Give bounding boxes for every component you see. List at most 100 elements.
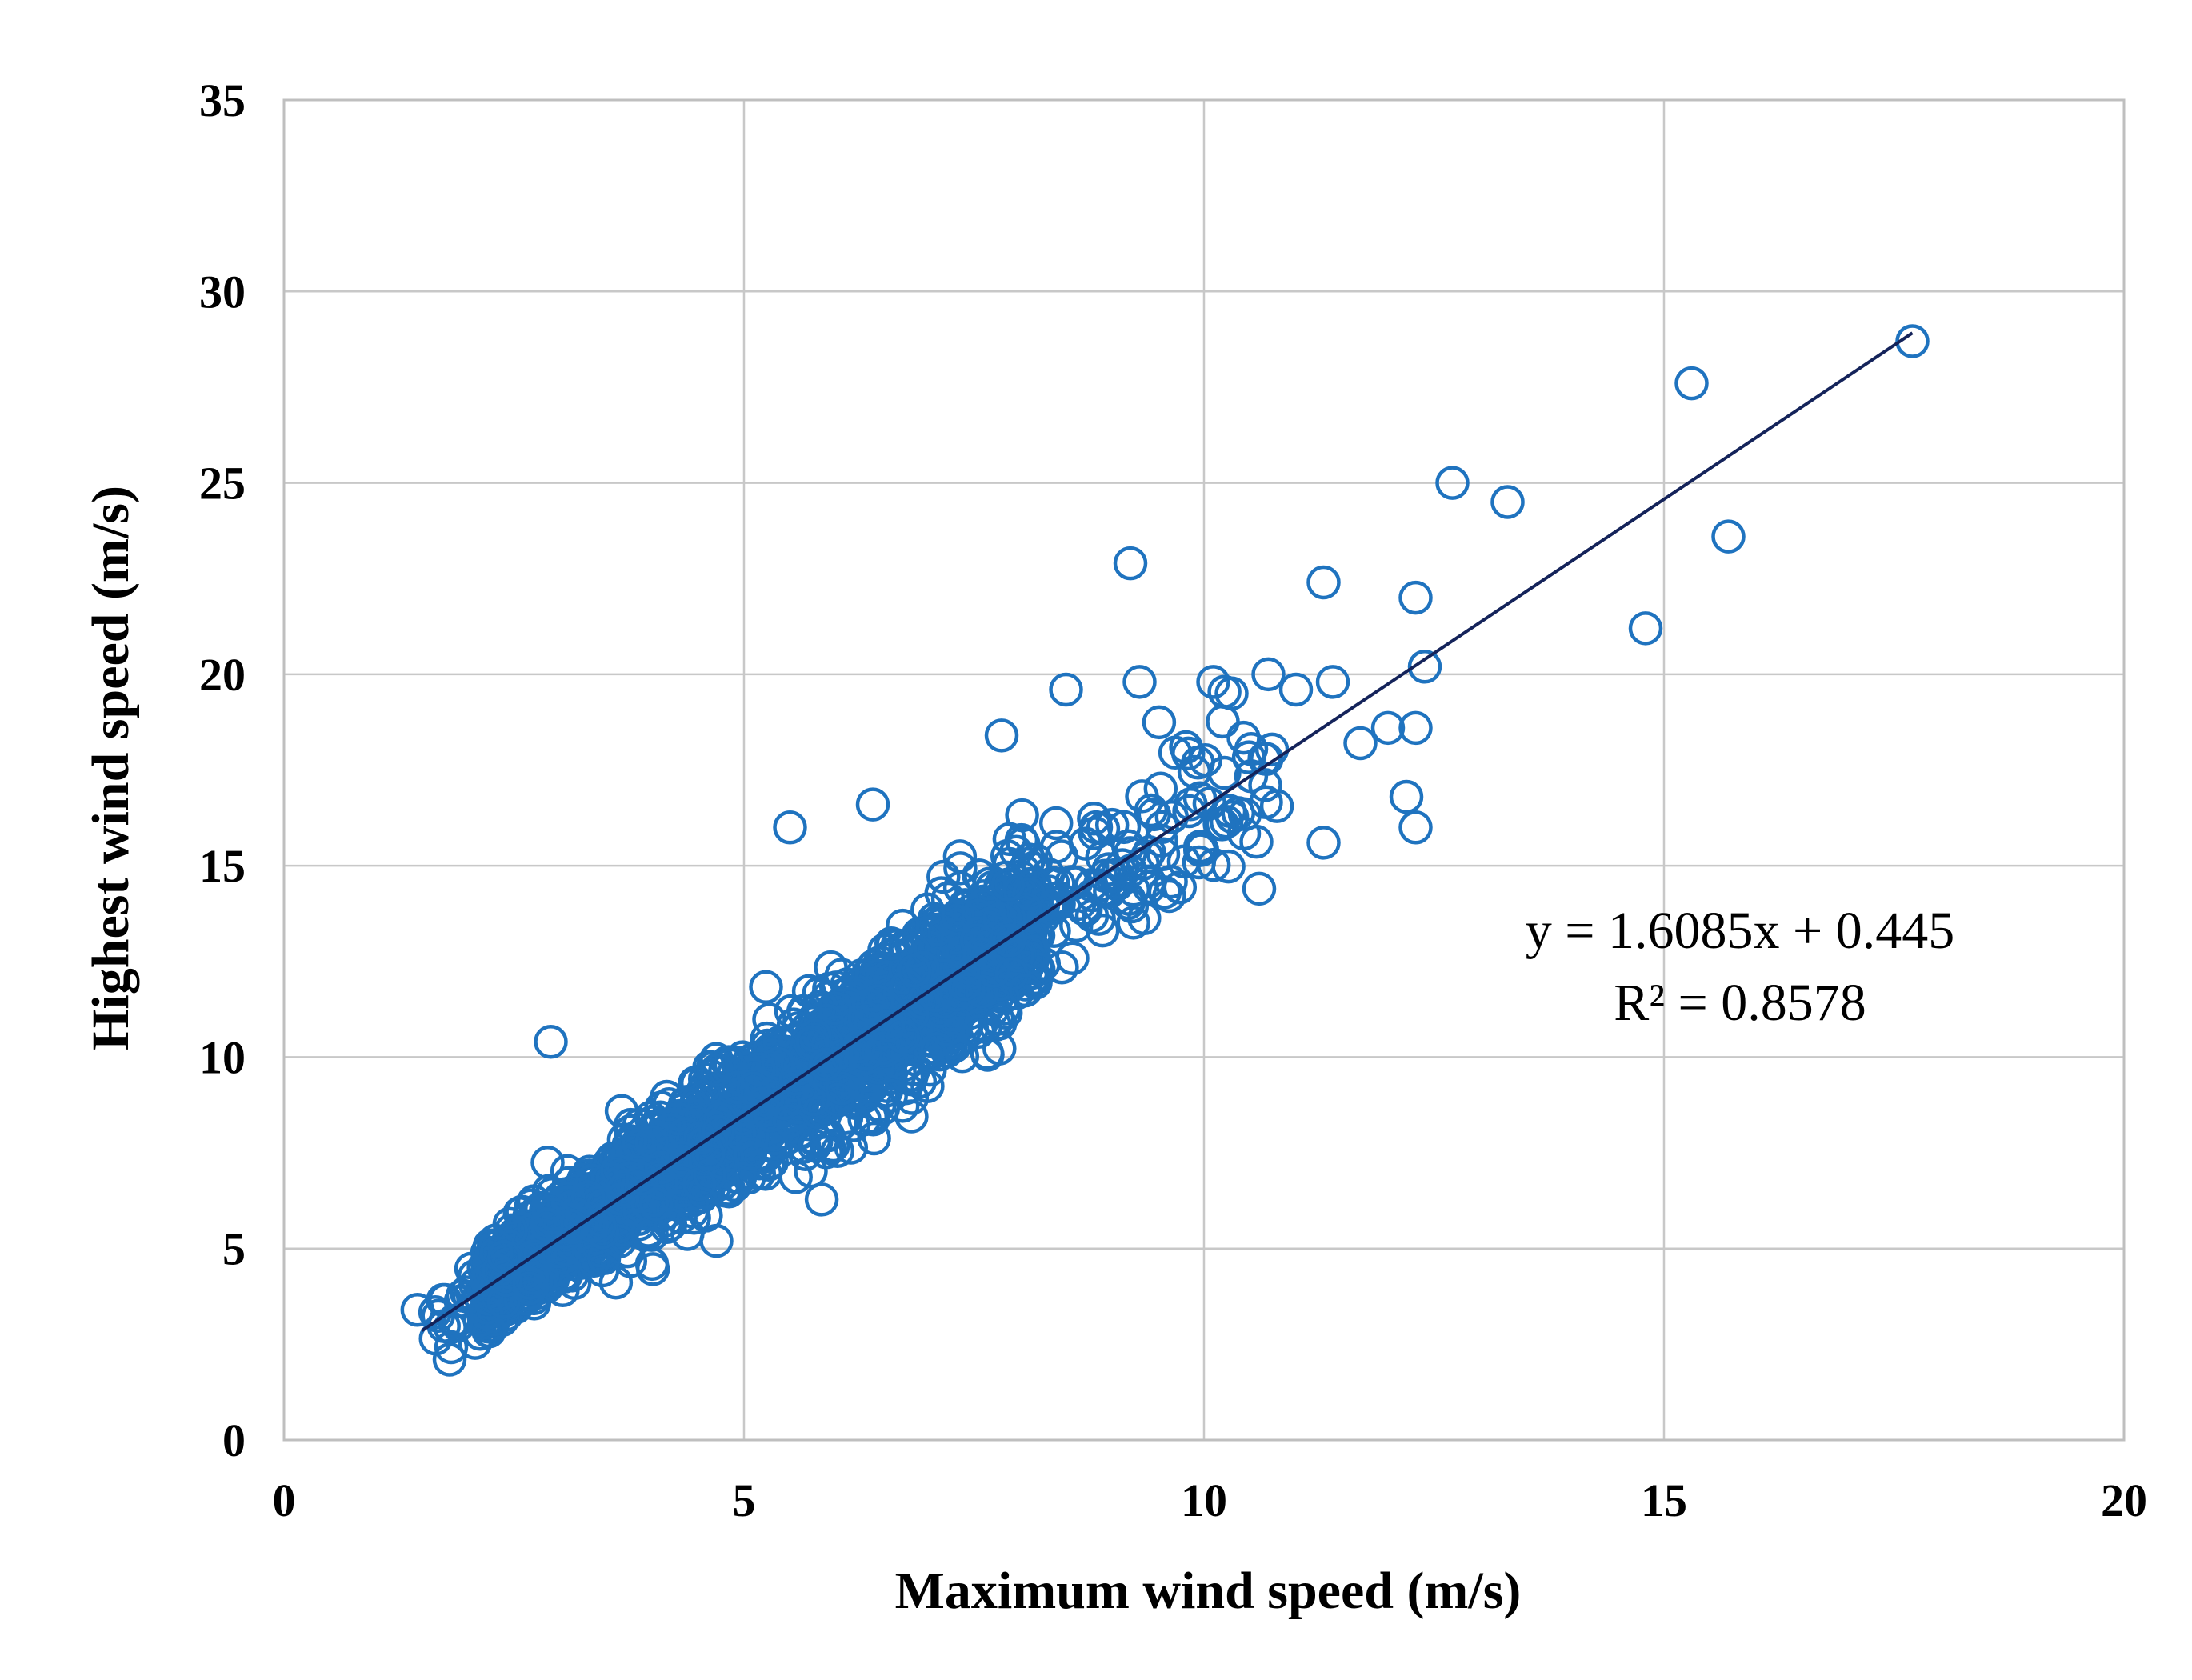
data-point: [553, 1208, 587, 1242]
data-point: [1018, 866, 1052, 902]
data-point: [1038, 806, 1074, 841]
data-point: [432, 1342, 467, 1377]
data-point: [1278, 672, 1314, 707]
data-point: [635, 1182, 670, 1218]
data-point: [1158, 735, 1193, 770]
data-point: [1049, 672, 1083, 707]
y-tick-label: 20: [199, 649, 246, 701]
data-point: [778, 1160, 813, 1194]
x-tick-label: 15: [1641, 1474, 1687, 1526]
data-point: [951, 972, 986, 1006]
data-point: [1389, 779, 1424, 814]
data-point: [824, 958, 859, 992]
plot-area-border: [282, 98, 2126, 1442]
data-point: [754, 1126, 789, 1162]
data-point: [400, 1293, 435, 1327]
data-point: [870, 1009, 906, 1043]
data-point: [701, 1114, 735, 1149]
data-point: [570, 1179, 606, 1214]
data-point: [530, 1146, 565, 1180]
data-point: [469, 1295, 504, 1330]
data-point: [857, 1121, 891, 1156]
data-point: [982, 902, 1017, 937]
x-tick-label: 10: [1181, 1474, 1227, 1526]
data-point: [778, 1062, 814, 1096]
data-point: [512, 1266, 546, 1301]
data-point: [943, 851, 978, 886]
data-point: [825, 1071, 859, 1106]
y-tick-label: 25: [199, 458, 246, 510]
data-point: [1490, 485, 1525, 519]
data-point: [856, 1102, 890, 1137]
y-tick-labels: 0 5 10 15 20 25 30 35: [199, 74, 246, 1466]
data-point: [874, 1078, 908, 1114]
data-point: [621, 1125, 655, 1160]
data-point: [634, 1246, 670, 1282]
data-point: [421, 1298, 455, 1334]
y-axis-title: Highest wind speed (m/s): [82, 486, 140, 1050]
data-point: [1116, 873, 1151, 907]
data-point: [736, 1071, 770, 1106]
data-point: [1116, 906, 1150, 940]
data-point: [959, 923, 994, 958]
y-tick-label: 35: [199, 74, 246, 126]
data-point: [489, 1262, 523, 1298]
data-point: [695, 1050, 730, 1085]
data-point: [999, 834, 1034, 869]
y-tick-label: 0: [222, 1414, 246, 1466]
data-point: [976, 954, 1011, 989]
data-point: [1044, 839, 1079, 874]
data-point: [1239, 824, 1274, 859]
data-point: [486, 1285, 521, 1319]
data-point: [662, 1102, 696, 1137]
x-tick-labels: 0 5 10 15 20: [273, 1474, 2148, 1526]
data-point: [752, 1002, 786, 1037]
data-point: [434, 1330, 469, 1365]
data-point: [734, 1120, 770, 1154]
data-point: [530, 1207, 564, 1242]
data-point: [794, 1154, 828, 1189]
data-point: [1142, 705, 1177, 740]
data-point: [682, 1166, 717, 1202]
x-tick-label: 20: [2101, 1474, 2147, 1526]
data-point: [1166, 844, 1202, 879]
data-point: [644, 1150, 678, 1185]
data-point: [1172, 794, 1206, 829]
data-point: [1259, 789, 1294, 823]
data-point: [941, 898, 975, 932]
trendline-equation: y = 1.6085x + 0.445: [1526, 902, 1954, 960]
data-point: [1162, 870, 1198, 905]
data-point: [1008, 973, 1043, 1008]
data-point: [1895, 324, 1930, 358]
data-point: [1234, 732, 1269, 766]
data-point: [1398, 810, 1433, 845]
data-point: [668, 1117, 702, 1151]
trendline: [421, 331, 1914, 1332]
data-point: [1242, 871, 1277, 906]
data-point: [1306, 565, 1341, 600]
data-point: [1113, 546, 1148, 581]
r-squared-label: R² = 0.8578: [1614, 974, 1866, 1032]
y-tick-label: 10: [199, 1031, 246, 1083]
data-point: [638, 1187, 674, 1222]
data-point: [788, 1137, 822, 1171]
data-point: [1398, 710, 1433, 746]
data-point: [898, 954, 932, 988]
data-point: [1306, 826, 1341, 860]
data-point: [1214, 676, 1249, 711]
y-tick-label: 15: [199, 840, 246, 892]
data-point: [534, 1025, 568, 1059]
data-point: [1055, 941, 1090, 976]
data-point: [486, 1239, 522, 1274]
data-point: [1251, 657, 1286, 692]
data-point: [849, 1037, 884, 1071]
data-point: [934, 1030, 968, 1065]
data-point: [1106, 810, 1142, 845]
data-point: [810, 1118, 846, 1153]
data-point: [1315, 665, 1350, 699]
data-point: [1205, 807, 1240, 842]
data-point: [1711, 519, 1746, 554]
data-point: [1093, 874, 1127, 909]
data-point: [606, 1173, 640, 1207]
data-point: [693, 1158, 727, 1193]
